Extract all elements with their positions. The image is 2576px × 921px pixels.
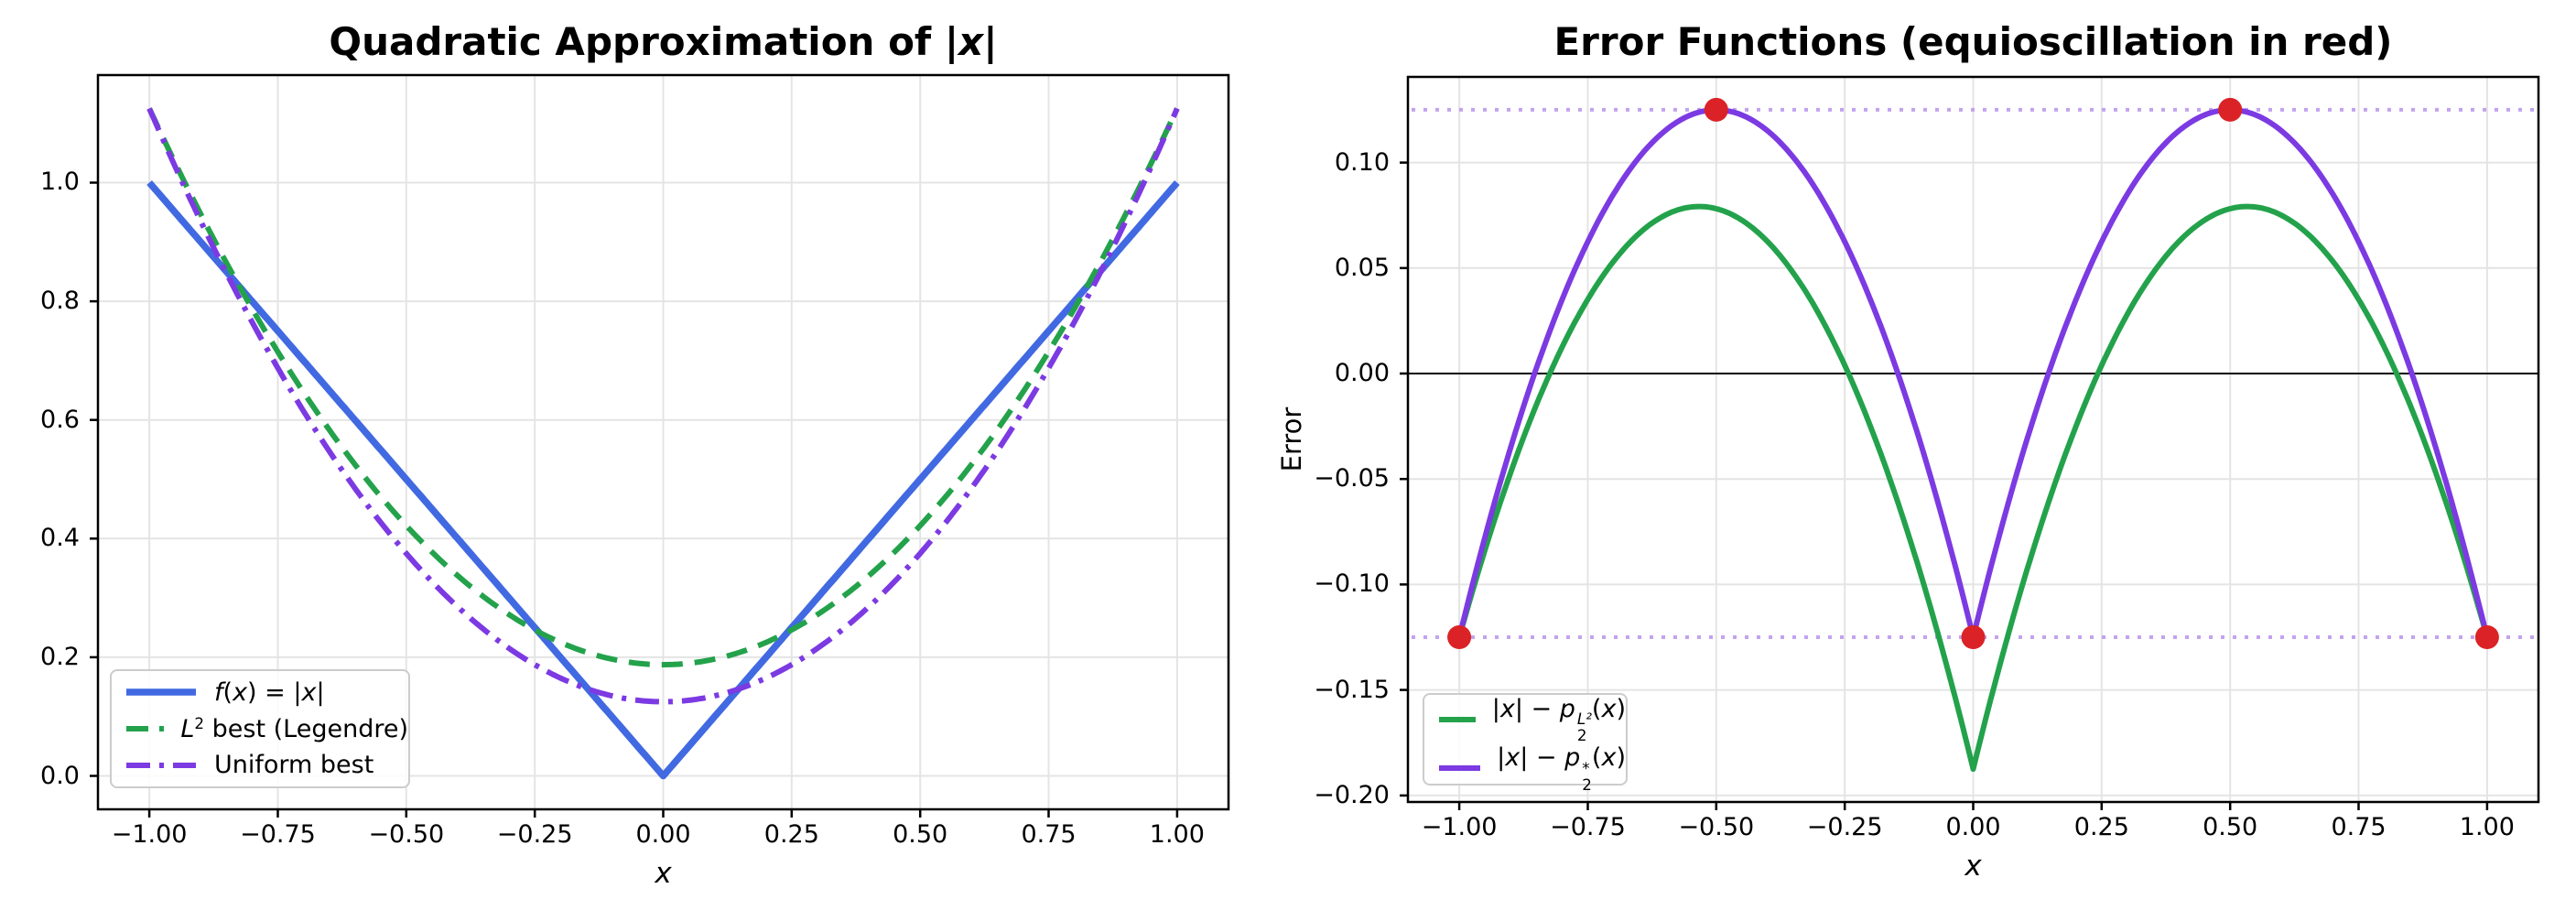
legend-item: f(x) = |x| (124, 678, 408, 707)
equioscillation-marker (1704, 97, 1728, 122)
legend-label: |x| − p * 2 (x) (1497, 743, 1626, 794)
legend-swatch (126, 725, 165, 731)
right-plot-legend: |x| − p L² 2 (x) |x| − p * 2 (x) (1423, 693, 1628, 792)
x-tick-label: 1.00 (1149, 820, 1205, 849)
x-tick-label: 0.50 (2203, 813, 2258, 841)
y-tick-label: −0.10 (1314, 569, 1390, 599)
x-tick-label: 0.75 (2331, 813, 2387, 841)
equioscillation-marker (2218, 97, 2243, 122)
x-tick-label: 0.25 (2073, 813, 2129, 841)
y-tick-label: 0.0 (40, 761, 80, 790)
x-tick-label: 0.00 (635, 820, 691, 849)
y-tick-label: 0.6 (40, 405, 80, 434)
legend-item: |x| − p L² 2 (x) (1437, 695, 1626, 743)
curve-plot0-series1 (146, 107, 1180, 667)
x-tick-label: −0.75 (240, 820, 316, 849)
legend-item: |x| − p * 2 (x) (1437, 743, 1626, 792)
legend-swatch (126, 762, 196, 768)
left-plot-xlabel: x (655, 857, 672, 890)
legend-item: L2 best (Legendre) (124, 714, 408, 743)
x-tick-label: 1.00 (2459, 813, 2515, 841)
y-tick-label: 1.0 (40, 168, 80, 197)
y-tick-label: 0.00 (1334, 358, 1390, 387)
x-tick-label: −0.25 (496, 820, 573, 849)
legend-label: Uniform best (214, 751, 374, 780)
x-tick-label: 0.25 (763, 820, 819, 849)
x-tick-label: −0.25 (1806, 813, 1883, 841)
legend-item: Uniform best (124, 751, 408, 779)
y-tick-label: 0.10 (1334, 147, 1390, 177)
equioscillation-marker (1961, 625, 1986, 649)
legend-label: f(x) = |x| (214, 677, 325, 707)
legend-swatch (126, 688, 196, 697)
x-tick-label: −0.50 (1678, 813, 1755, 841)
y-tick-label: 0.8 (40, 287, 80, 316)
left-plot-canvas (90, 73, 1230, 818)
x-tick-label: −1.00 (1421, 813, 1498, 841)
x-tick-label: 0.00 (1945, 813, 2001, 841)
axes-spines (1406, 75, 2540, 804)
x-tick-label: 0.75 (1021, 820, 1077, 849)
left-plot-title: Quadratic Approximation of |x| (329, 19, 998, 64)
legend-label: L2 best (Legendre) (180, 713, 408, 744)
left-plot-legend: f(x) = |x| L2 best (Legendre) Uniform best (110, 669, 410, 788)
curve-plot0-series2 (146, 107, 1180, 705)
y-tick-label: −0.05 (1314, 464, 1390, 493)
y-tick-label: −0.20 (1314, 780, 1390, 809)
y-tick-label: 0.2 (40, 642, 80, 671)
legend-label: |x| − p L² 2 (x) (1491, 695, 1626, 745)
axes-spines (96, 73, 1230, 811)
x-tick-label: −0.50 (368, 820, 445, 849)
right-plot-title: Error Functions (equioscillation in red) (1553, 19, 2393, 64)
equioscillation-marker (1447, 625, 1472, 649)
x-tick-label: 0.50 (893, 820, 948, 849)
legend-swatch (1439, 716, 1476, 722)
x-tick-label: −1.00 (111, 820, 188, 849)
equioscillation-marker (2474, 625, 2499, 649)
curve-plot0-series0 (146, 180, 1180, 780)
legend-swatch (1439, 764, 1481, 771)
curve-plot1-series0 (1456, 203, 2490, 773)
y-tick-label: 0.4 (40, 524, 80, 553)
right-plot-canvas (1400, 75, 2540, 810)
x-tick-label: −0.75 (1550, 813, 1626, 841)
y-tick-label: −0.15 (1314, 675, 1390, 704)
y-tick-label: 0.05 (1334, 253, 1390, 282)
right-plot-ylabel: Error (1276, 406, 1307, 472)
right-plot-xlabel: x (1964, 850, 1982, 883)
